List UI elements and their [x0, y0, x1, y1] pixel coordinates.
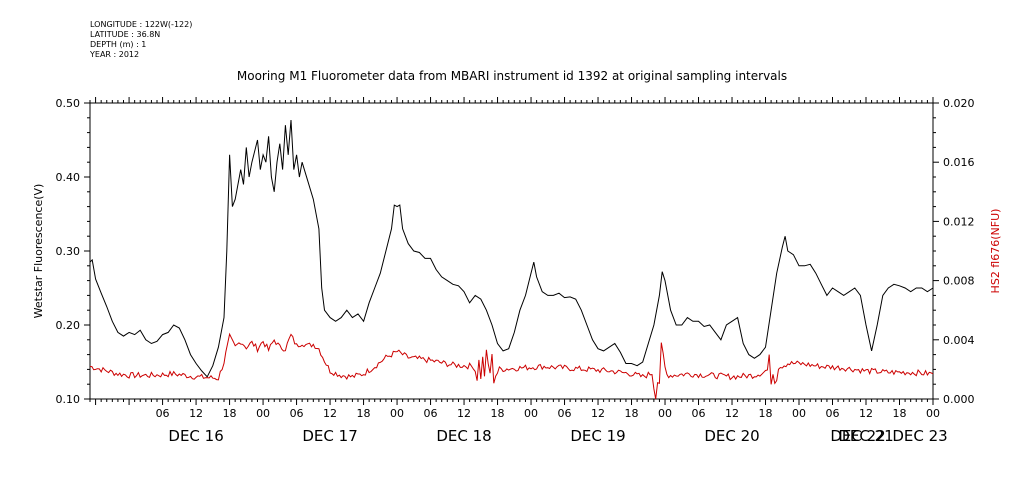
hour-tick-label: 12: [457, 407, 471, 420]
day-label: DEC 23: [892, 427, 947, 445]
left-axis: 0.10 0.20 0.30 0.40 0.50: [56, 97, 90, 406]
hour-tick-label: 00: [658, 407, 672, 420]
axis-ticks: [89, 97, 934, 405]
hour-tick-label: 12: [591, 407, 605, 420]
left-tick-label: 0.20: [56, 319, 81, 332]
left-tick-label: 0.30: [56, 245, 81, 258]
right-tick-label: 0.004: [943, 334, 975, 347]
hour-tick-label: 06: [424, 407, 438, 420]
hour-tick-label: 18: [625, 407, 639, 420]
hour-tick-label: 12: [859, 407, 873, 420]
right-axis: 0.000 0.004 0.008 0.012 0.016 0.020: [933, 97, 975, 406]
left-axis-label: Wetstar Fluorescence(V): [32, 184, 45, 319]
hour-tick-label: 00: [390, 407, 404, 420]
hour-tick-label: 12: [323, 407, 337, 420]
right-tick-label: 0.012: [943, 215, 975, 228]
latitude-label: LATITUDE : 36.8N: [90, 30, 161, 39]
left-tick-label: 0.10: [56, 393, 81, 406]
hour-tick-label: 12: [725, 407, 739, 420]
right-tick-label: 0.008: [943, 275, 975, 288]
day-label: DEC 22: [830, 427, 885, 445]
right-axis-label: HS2 fl676(NFU): [989, 209, 1002, 294]
hour-tick-label: 18: [223, 407, 237, 420]
hour-tick-label: 18: [759, 407, 773, 420]
hour-tick-label: 06: [558, 407, 572, 420]
hour-tick-label: 06: [692, 407, 706, 420]
hour-tick-label: 00: [926, 407, 940, 420]
hour-tick-label: 06: [290, 407, 304, 420]
day-label: DEC 20: [704, 427, 759, 445]
hour-tick-label: 18: [357, 407, 371, 420]
right-tick-label: 0.016: [943, 156, 975, 169]
day-label: DEC 17: [302, 427, 357, 445]
chart-title: Mooring M1 Fluorometer data from MBARI i…: [237, 69, 787, 83]
hour-tick-label: 06: [826, 407, 840, 420]
day-label: DEC 16: [168, 427, 223, 445]
day-label: DEC 18: [436, 427, 491, 445]
series-layer: [89, 119, 934, 400]
metadata-block: LONGITUDE : 122W(-122) LATITUDE : 36.8N …: [90, 20, 192, 60]
right-tick-label: 0.000: [943, 393, 975, 406]
day-label: DEC 21: [838, 427, 893, 445]
hour-tick-label: 18: [893, 407, 907, 420]
wetstar-series-line: [89, 119, 934, 378]
left-tick-label: 0.40: [56, 171, 81, 184]
hour-tick-label: 00: [256, 407, 270, 420]
year-label: YEAR : 2012: [90, 50, 140, 59]
left-tick-label: 0.50: [56, 97, 81, 110]
hour-tick-label: 00: [524, 407, 538, 420]
day-label: DEC 19: [570, 427, 625, 445]
right-tick-label: 0.020: [943, 97, 975, 110]
hour-tick-label: 18: [491, 407, 505, 420]
longitude-label: LONGITUDE : 122W(-122): [90, 20, 193, 29]
depth-label: DEPTH (m) : 1: [90, 40, 147, 49]
hs2-series-line: [89, 332, 934, 400]
x-axis: 06 12 18 00 06 12 18 00 06 12 18 00 06 12 18 00 06 12 18 00…: [156, 407, 948, 445]
hour-tick-label: 12: [189, 407, 203, 420]
hour-tick-label: 00: [792, 407, 806, 420]
hour-tick-label: 06: [156, 407, 170, 420]
